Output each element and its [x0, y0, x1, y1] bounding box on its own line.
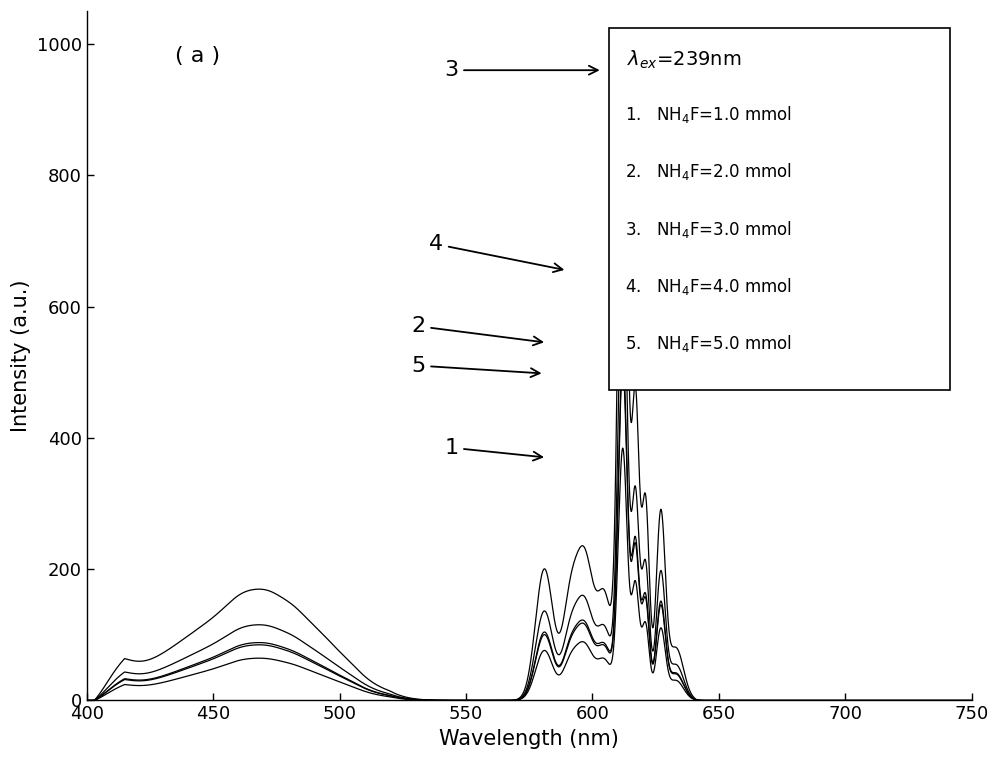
FancyBboxPatch shape: [609, 28, 950, 390]
Text: 4: 4: [429, 234, 562, 272]
Text: 3: 3: [444, 60, 598, 81]
Text: 1: 1: [444, 438, 542, 461]
Text: 3.   NH$_4$F=3.0 mmol: 3. NH$_4$F=3.0 mmol: [625, 219, 792, 239]
Y-axis label: Intensity (a.u.): Intensity (a.u.): [11, 280, 31, 432]
X-axis label: Wavelength (nm): Wavelength (nm): [439, 729, 619, 749]
Text: 4.   NH$_4$F=4.0 mmol: 4. NH$_4$F=4.0 mmol: [625, 276, 792, 297]
Text: ( a ): ( a ): [175, 46, 220, 65]
Text: $\lambda_{ex}$=239nm: $\lambda_{ex}$=239nm: [627, 49, 741, 71]
Text: 5.   NH$_4$F=5.0 mmol: 5. NH$_4$F=5.0 mmol: [625, 333, 792, 354]
Text: 1.   NH$_4$F=1.0 mmol: 1. NH$_4$F=1.0 mmol: [625, 104, 792, 125]
Text: 5: 5: [411, 356, 540, 377]
Text: 2: 2: [411, 316, 542, 345]
Text: 2.   NH$_4$F=2.0 mmol: 2. NH$_4$F=2.0 mmol: [625, 161, 792, 182]
